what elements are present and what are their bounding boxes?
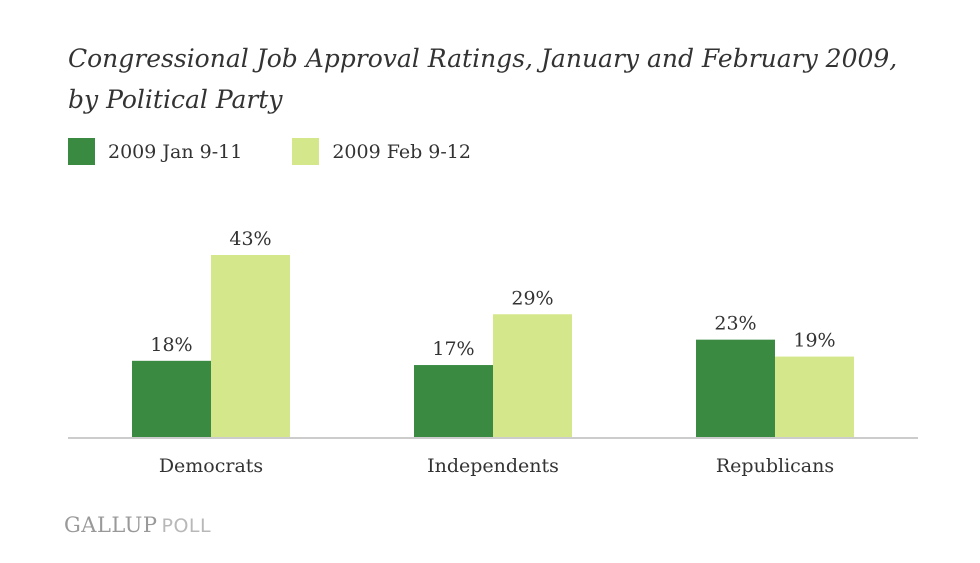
legend-swatch-feb: [292, 138, 320, 165]
chart-title: Congressional Job Approval Ratings, Janu…: [68, 38, 948, 120]
data-label-independents-series2: 29%: [511, 287, 553, 309]
gallup-poll-logo: GALLUP POLL: [64, 513, 211, 537]
data-label-republicans-series1: 23%: [714, 313, 756, 335]
category-label-independents: Independents: [427, 455, 559, 477]
category-label-republicans: Republicans: [716, 455, 834, 477]
logo-product: POLL: [161, 515, 212, 537]
data-label-republicans-series2: 19%: [793, 330, 835, 352]
data-label-democrats-series2: 43%: [229, 228, 271, 250]
bar-republicans-series1: [696, 339, 775, 437]
chart-legend: 2009 Jan 9-11 2009 Feb 9-12: [68, 138, 521, 165]
legend-item-feb: 2009 Feb 9-12: [292, 138, 471, 165]
logo-brand: GALLUP: [64, 513, 158, 537]
legend-item-jan: 2009 Jan 9-11: [68, 138, 242, 165]
category-label-democrats: Democrats: [159, 455, 263, 477]
bar-independents-series2: [493, 314, 572, 437]
chart-title-line1: Congressional Job Approval Ratings, Janu…: [68, 44, 898, 73]
data-label-democrats-series1: 18%: [150, 334, 192, 356]
bar-republicans-series2: [775, 356, 854, 437]
legend-label-feb: 2009 Feb 9-12: [332, 140, 471, 163]
legend-swatch-jan: [68, 138, 95, 165]
chart-title-line2: by Political Party: [68, 85, 283, 114]
bar-democrats-series2: [211, 255, 290, 437]
bar-democrats-series1: [132, 360, 211, 437]
data-label-independents-series1: 17%: [432, 338, 474, 360]
bar-independents-series1: [414, 365, 493, 437]
legend-label-jan: 2009 Jan 9-11: [108, 140, 243, 163]
